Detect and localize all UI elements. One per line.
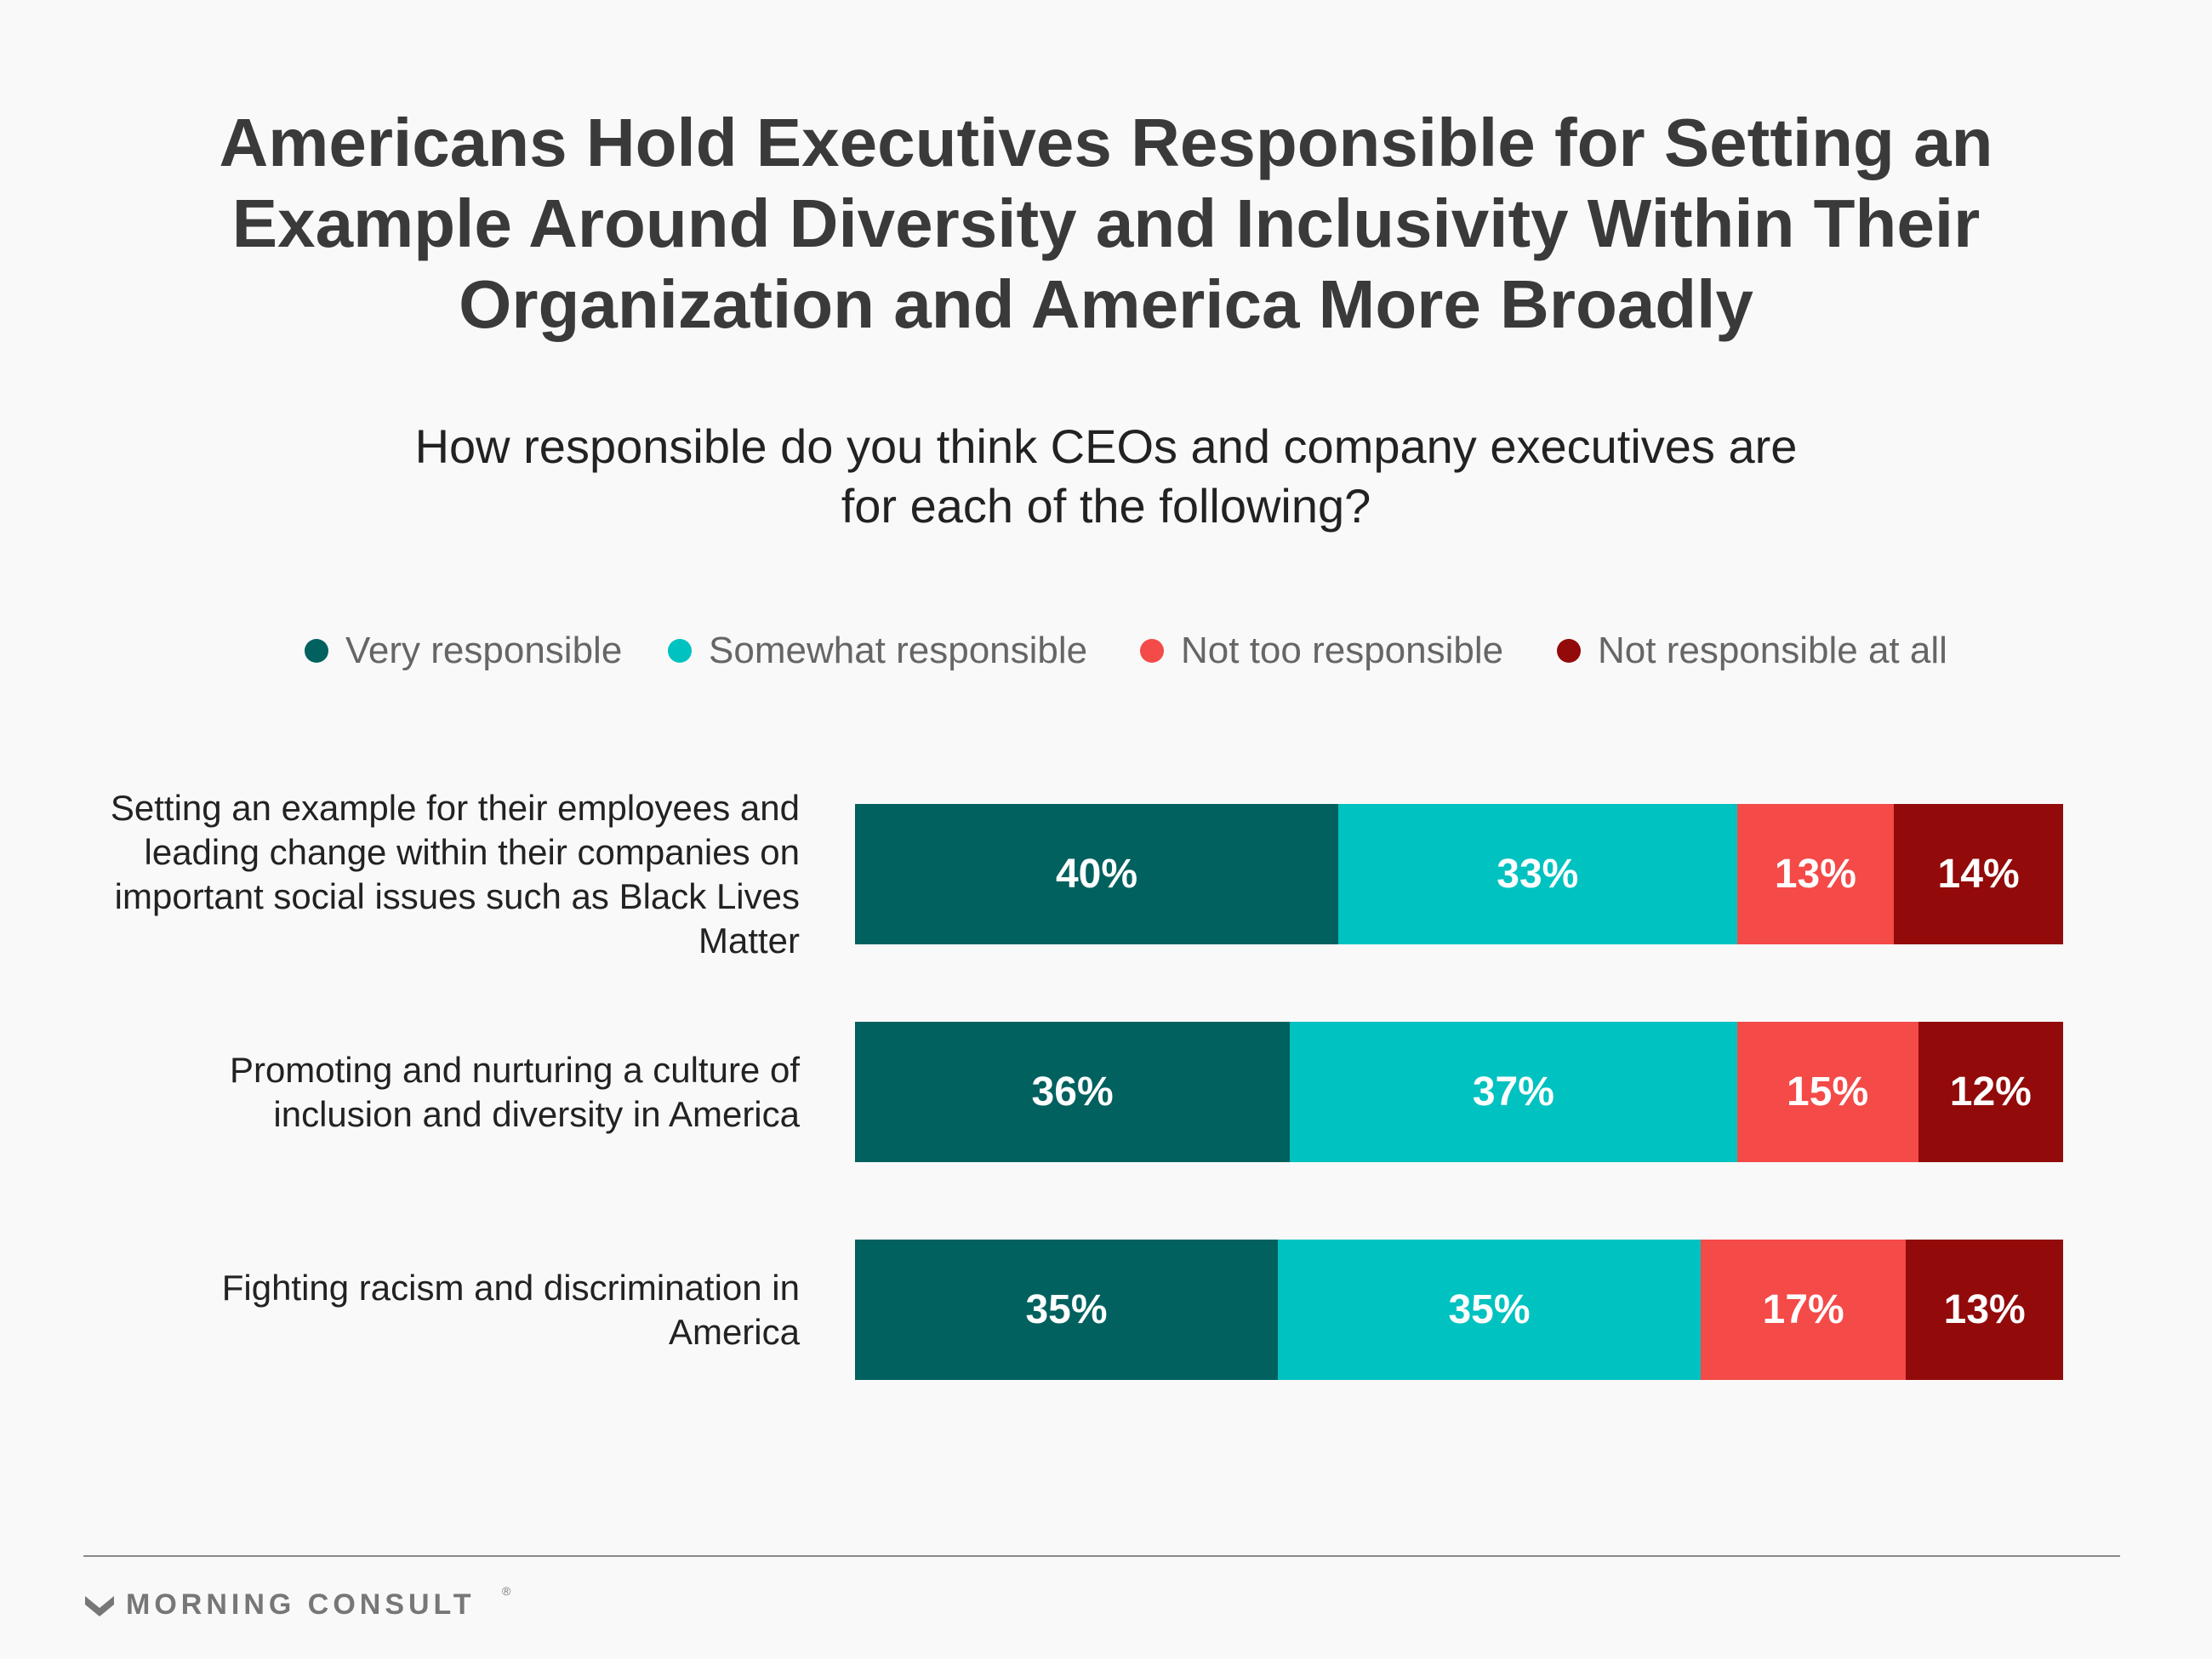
chart-title: Americans Hold Executives Responsible fo…: [219, 105, 1993, 342]
bar-segment: [855, 1240, 1278, 1380]
legend-label: Very responsible: [345, 630, 623, 671]
legend-swatch: [1557, 639, 1581, 663]
bar-segment: [1290, 1022, 1737, 1162]
morning-consult-m-logo-icon: [85, 1596, 114, 1616]
data-label: 15%: [1787, 1069, 1869, 1115]
data-label: 40%: [1055, 852, 1138, 897]
bar-segment: [1701, 1240, 1907, 1380]
bar-segment: [1894, 804, 2063, 944]
data-label: 17%: [1762, 1287, 1844, 1332]
brand-registered-mark: ®: [502, 1584, 511, 1598]
legend-swatch: [668, 639, 692, 663]
legend-label: Not responsible at all: [1598, 630, 1947, 671]
bar-segment: [855, 804, 1338, 944]
data-label: 35%: [1448, 1287, 1531, 1332]
bar-segment: [1736, 804, 1895, 944]
footer-divider: [83, 1555, 2120, 1557]
legend-label: Somewhat responsible: [709, 630, 1088, 671]
data-label: 13%: [1943, 1287, 2026, 1332]
category-label: Setting an example for their employees a…: [110, 787, 800, 961]
brand-name: MORNING CONSULT: [126, 1588, 476, 1621]
bar-segment: [1338, 804, 1737, 944]
data-label: 37%: [1472, 1069, 1554, 1115]
chart-subtitle: How responsible do you think CEOs and co…: [414, 419, 1798, 533]
data-label: 14%: [1937, 852, 2020, 897]
legend-swatch: [305, 639, 328, 663]
legend: Very responsible Somewhat responsible No…: [0, 625, 2212, 676]
bar-segment: [1918, 1022, 2063, 1162]
bar-segment: [855, 1022, 1291, 1162]
data-label: 36%: [1031, 1069, 1114, 1115]
category-label: Promoting and nurturing a culture of inc…: [229, 1049, 800, 1134]
data-label: 13%: [1774, 852, 1856, 897]
legend-label: Not too responsible: [1181, 630, 1504, 671]
bar-segment: [1906, 1240, 2063, 1380]
legend-swatch: [1140, 639, 1164, 663]
category-label: Fighting racism and discrimination in Am…: [221, 1267, 800, 1352]
data-label: 12%: [1949, 1069, 2032, 1115]
data-label: 35%: [1025, 1287, 1108, 1332]
bar-segment: [1278, 1240, 1701, 1380]
data-label: 33%: [1497, 852, 1579, 897]
bar-segment: [1736, 1022, 1918, 1162]
